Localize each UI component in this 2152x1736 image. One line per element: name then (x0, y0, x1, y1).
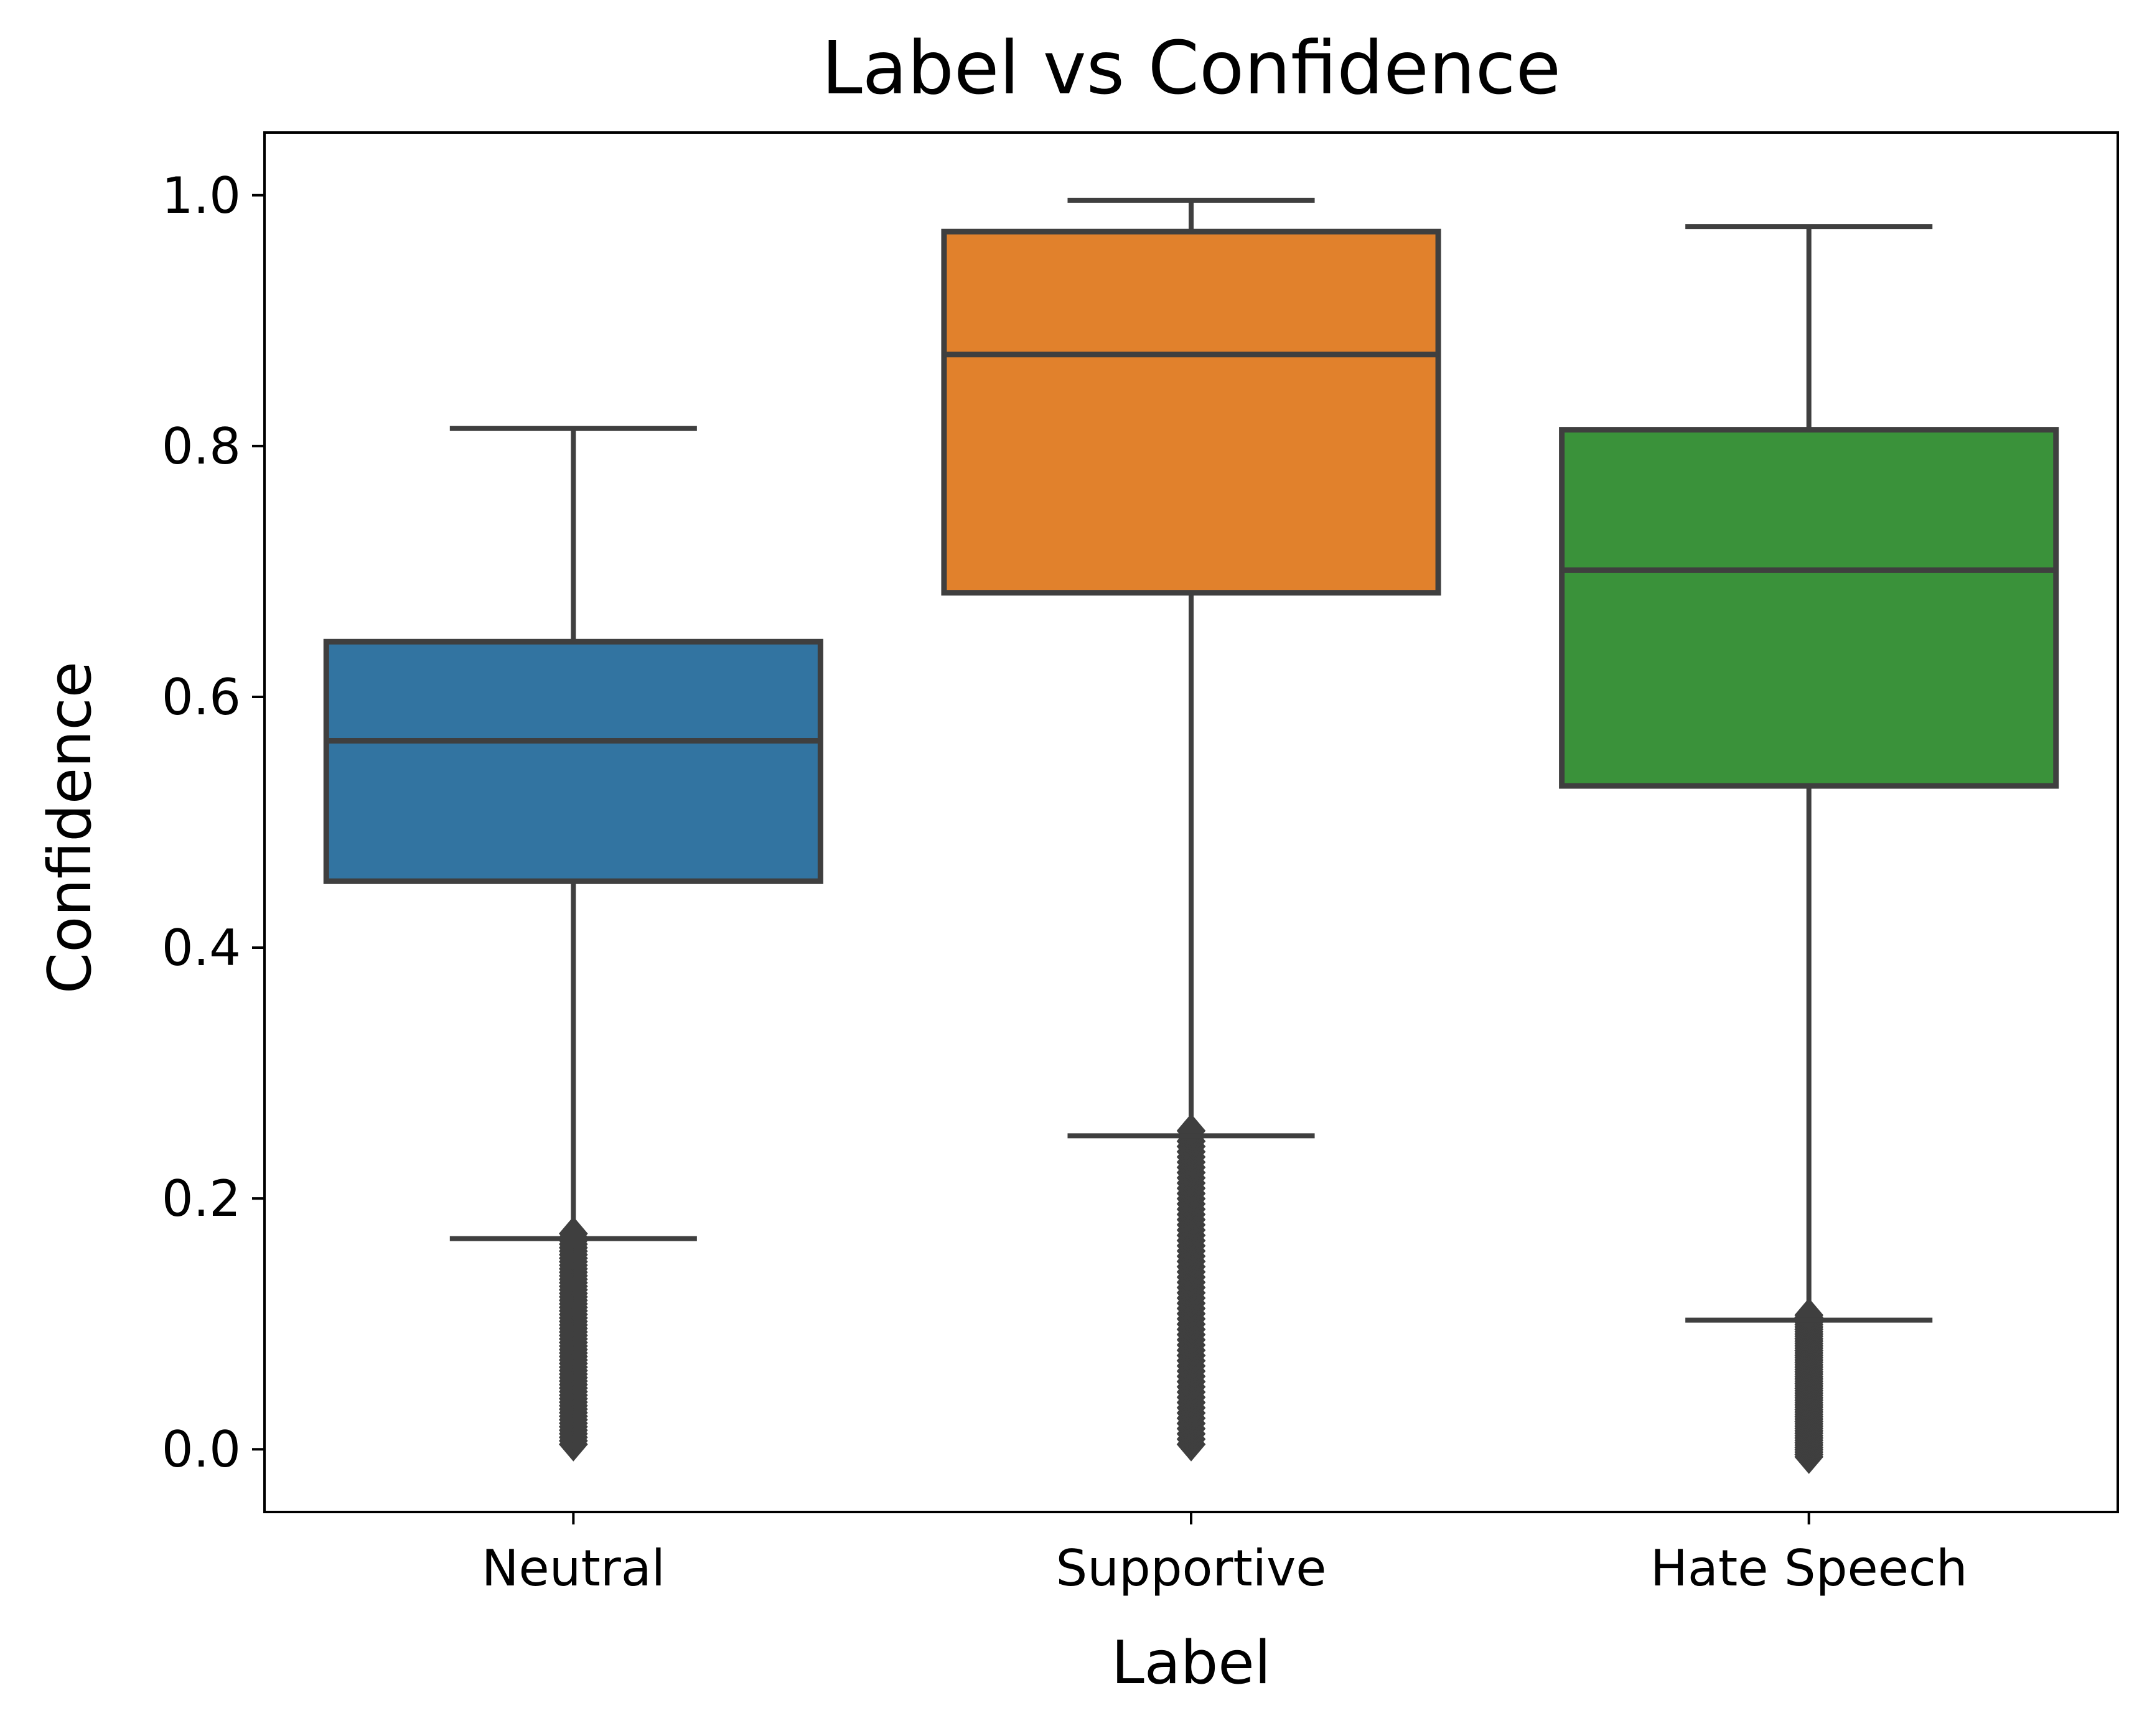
box-iqr (1559, 427, 2059, 789)
axes: 0.0 0.2 0.4 0.6 0.8 1.0 Neutral Supportive Hate … (162, 167, 1968, 1597)
y-tick-label: 1.0 (162, 167, 241, 225)
plot-area (323, 197, 2059, 1474)
box-iqr (323, 638, 823, 884)
y-tick-label: 0.4 (162, 919, 241, 977)
y-tick-label: 0.0 (162, 1421, 241, 1478)
box-group-supportive (941, 197, 1441, 1462)
y-axis-label: Confidence (36, 661, 105, 994)
x-tick-label: Supportive (1055, 1539, 1326, 1597)
chart-title: Label vs Confidence (821, 25, 1561, 111)
x-tick-label: Hate Speech (1650, 1539, 1968, 1597)
x-tick-label: Neutral (482, 1539, 665, 1597)
y-tick-label: 0.2 (162, 1170, 241, 1228)
y-tick-label: 0.8 (162, 418, 241, 475)
box-group-neutral (323, 426, 823, 1462)
box-group-hate-speech (1559, 224, 2059, 1474)
x-axis-label: Label (1111, 1629, 1271, 1697)
y-tick-label: 0.6 (162, 668, 241, 726)
box-iqr (941, 228, 1441, 596)
